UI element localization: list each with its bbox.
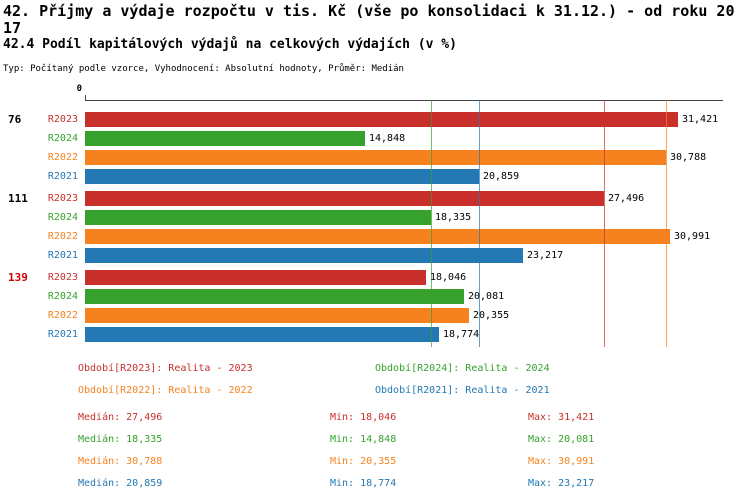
- stat-median-0: Medián: 27,496: [78, 412, 163, 423]
- bar-R2024: [85, 289, 464, 304]
- median-line-R2023: [604, 100, 605, 347]
- bar-R2023: [85, 112, 678, 127]
- bar-value-label: 14,848: [369, 133, 406, 144]
- bar-value-label: 27,496: [608, 193, 645, 204]
- period-label-R2021: R2021: [47, 250, 78, 261]
- group-row-label: 139: [8, 271, 28, 284]
- bar-value-label: 18,046: [430, 272, 467, 283]
- period-label-R2021: R2021: [47, 171, 78, 182]
- bar-R2021: [85, 248, 523, 263]
- period-label-R2021: R2021: [47, 329, 78, 340]
- period-label-R2024: R2024: [47, 133, 78, 144]
- period-label-R2024: R2024: [47, 212, 78, 223]
- period-label-R2024: R2024: [47, 291, 78, 302]
- bar-value-label: 20,081: [468, 291, 505, 302]
- bar-value-label: 18,774: [443, 329, 480, 340]
- bar-value-label: 31,421: [682, 114, 719, 125]
- axis-top-line: [85, 100, 723, 101]
- bar-R2023: [85, 191, 604, 206]
- axis-zero-tick: [85, 95, 86, 100]
- period-label-R2022: R2022: [47, 231, 78, 242]
- median-line-R2022: [666, 100, 667, 347]
- stat-min-0: Min: 18,046: [330, 412, 397, 423]
- median-line-R2021: [479, 100, 480, 347]
- period-label-R2023: R2023: [47, 193, 78, 204]
- bar-R2023: [85, 270, 426, 285]
- stat-max-2: Max: 30,991: [528, 456, 595, 467]
- bar-value-label: 30,788: [670, 152, 707, 163]
- bar-value-label: 23,217: [527, 250, 564, 261]
- stat-min-2: Min: 20,355: [330, 456, 397, 467]
- bar-R2022: [85, 308, 469, 323]
- stat-min-1: Min: 14,848: [330, 434, 397, 445]
- bar-R2021: [85, 327, 439, 342]
- group-row-label: 111: [8, 192, 28, 205]
- bar-value-label: 30,991: [674, 231, 711, 242]
- period-label-R2022: R2022: [47, 310, 78, 321]
- median-line-R2024: [431, 100, 432, 347]
- bar-R2024: [85, 210, 431, 225]
- stat-max-3: Max: 23,217: [528, 478, 595, 489]
- legend-item-0: Období[R2023]: Realita - 2023: [78, 363, 253, 374]
- stat-max-1: Max: 20,081: [528, 434, 595, 445]
- bar-R2022: [85, 150, 666, 165]
- stat-median-3: Medián: 20,859: [78, 478, 163, 489]
- legend-item-3: Období[R2021]: Realita - 2021: [375, 385, 550, 396]
- period-label-R2023: R2023: [47, 114, 78, 125]
- period-label-R2022: R2022: [47, 152, 78, 163]
- period-label-R2023: R2023: [47, 272, 78, 283]
- bar-R2024: [85, 131, 365, 146]
- legend-item-1: Období[R2024]: Realita - 2024: [375, 363, 550, 374]
- bar-value-label: 18,335: [435, 212, 472, 223]
- chart-subtitle: 42.4 Podíl kapitálových výdajů na celkov…: [3, 37, 457, 52]
- legend-item-2: Období[R2022]: Realita - 2022: [78, 385, 253, 396]
- bar-value-label: 20,355: [473, 310, 510, 321]
- stat-median-1: Medián: 18,335: [78, 434, 163, 445]
- chart-meta-info: Typ: Počítaný podle vzorce, Vyhodnocení:…: [3, 64, 404, 74]
- group-row-label: 76: [8, 113, 22, 126]
- horizontal-bar-chart: 0 76 R2023 31,421 R2024 14,848 R2022 30,788 R20…: [8, 84, 723, 347]
- stat-median-2: Medián: 30,788: [78, 456, 163, 467]
- bar-R2021: [85, 169, 479, 184]
- stat-max-0: Max: 31,421: [528, 412, 595, 423]
- page-title: 42. Příjmy a výdaje rozpočtu v tis. Kč (…: [3, 2, 735, 37]
- bar-R2022: [85, 229, 670, 244]
- stat-min-3: Min: 18,774: [330, 478, 397, 489]
- bar-value-label: 20,859: [483, 171, 520, 182]
- axis-zero-label: 0: [76, 84, 82, 94]
